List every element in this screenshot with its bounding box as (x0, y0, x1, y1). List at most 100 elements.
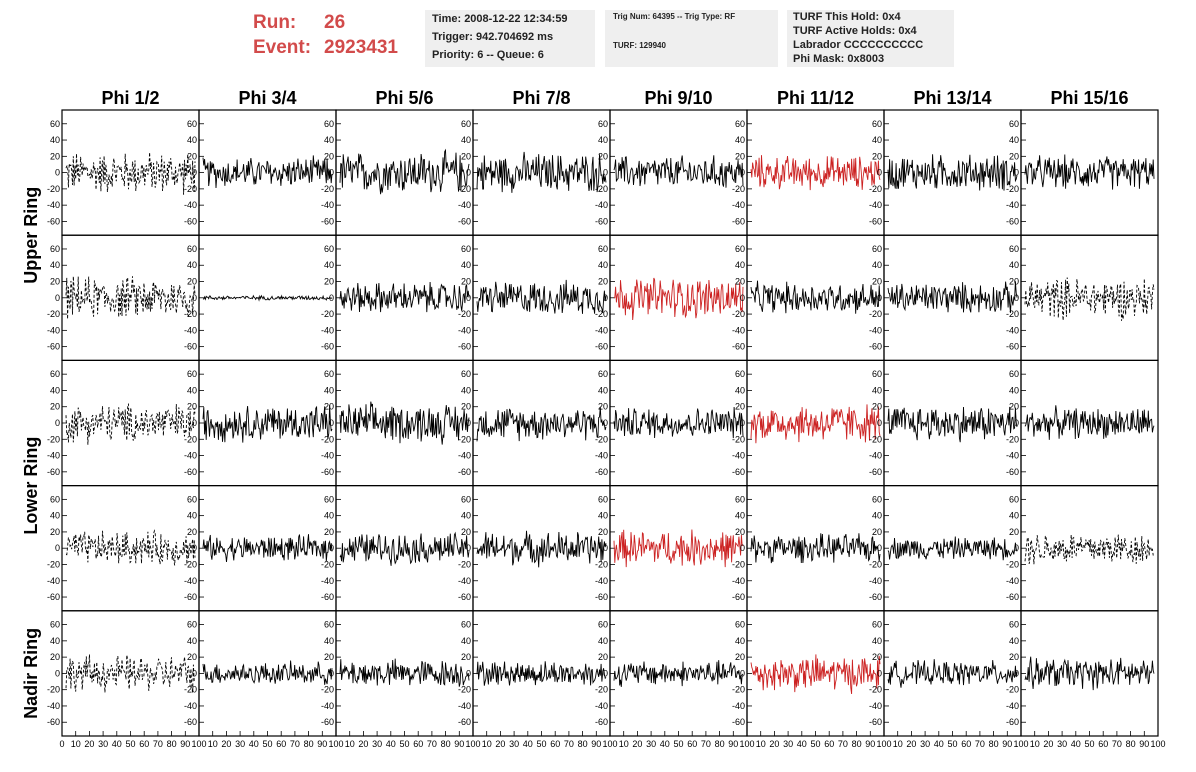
waveform-trace (887, 406, 1018, 443)
y-tick-label: 20 (872, 652, 882, 662)
labrador-text: Labrador CCCCCCCCCC (793, 39, 924, 51)
y-tick-label: 20 (461, 277, 471, 287)
trigger-text: Trigger: 942.704692 ms (432, 31, 554, 43)
y-tick-label: -60 (47, 216, 60, 226)
x-tick-label: 40 (660, 739, 670, 749)
x-tick-label: 10 (71, 739, 81, 749)
y-tick-label: -40 (732, 576, 745, 586)
column-title: Phi 9/10 (644, 88, 712, 108)
x-tick-label: 100 (191, 739, 206, 749)
time-trigger-box: Time: 2008-12-22 12:34:59 Trigger: 942.7… (425, 10, 595, 67)
turf-text: TURF: 129940 (613, 41, 666, 50)
y-tick-label: 20 (735, 402, 745, 412)
x-tick-label: 100 (1150, 739, 1165, 749)
y-tick-label: 0 (192, 418, 197, 428)
y-tick-label: 40 (324, 636, 334, 646)
y-tick-label: 0 (192, 168, 197, 178)
y-tick-label: 20 (187, 527, 197, 537)
y-tick-label: -40 (595, 701, 608, 711)
waveform-trace (65, 152, 196, 195)
y-tick-label: 40 (50, 636, 60, 646)
x-tick-label: 10 (482, 739, 492, 749)
waveform-trace (1024, 277, 1155, 321)
y-tick-label: 20 (598, 277, 608, 287)
y-tick-label: -40 (184, 451, 197, 461)
y-tick-label: -60 (47, 342, 60, 352)
y-tick-label: -40 (1006, 576, 1019, 586)
x-tick-label: 50 (947, 739, 957, 749)
y-tick-label: -60 (1006, 216, 1019, 226)
y-tick-label: -20 (184, 309, 197, 319)
y-tick-label: -20 (732, 184, 745, 194)
x-tick-label: 80 (1126, 739, 1136, 749)
y-tick-label: 40 (872, 260, 882, 270)
y-tick-label: -60 (869, 717, 882, 727)
y-tick-label: 0 (603, 293, 608, 303)
y-tick-label: 60 (872, 494, 882, 504)
y-tick-label: -40 (869, 576, 882, 586)
y-tick-label: -40 (1006, 451, 1019, 461)
x-tick-label: 0 (59, 739, 64, 749)
y-tick-label: 20 (1009, 402, 1019, 412)
x-tick-label: 80 (852, 739, 862, 749)
y-tick-label: -60 (595, 717, 608, 727)
y-tick-label: 40 (187, 636, 197, 646)
y-tick-label: -40 (869, 451, 882, 461)
x-tick-label: 70 (838, 739, 848, 749)
y-tick-label: -60 (47, 717, 60, 727)
y-tick-label: 40 (872, 511, 882, 521)
y-tick-label: 40 (50, 260, 60, 270)
y-tick-label: -40 (1006, 200, 1019, 210)
y-tick-label: 60 (461, 369, 471, 379)
y-tick-label: -60 (458, 216, 471, 226)
y-tick-label: -20 (184, 184, 197, 194)
waveform-trace (1024, 656, 1155, 691)
y-tick-label: 40 (461, 385, 471, 395)
y-tick-label: -20 (458, 309, 471, 319)
x-tick-label: 80 (578, 739, 588, 749)
y-tick-label: 40 (872, 636, 882, 646)
x-tick-label: 10 (208, 739, 218, 749)
x-tick-label: 40 (934, 739, 944, 749)
y-tick-label: 0 (466, 293, 471, 303)
y-tick-label: 40 (187, 135, 197, 145)
x-tick-label: 30 (98, 739, 108, 749)
y-tick-label: -60 (184, 592, 197, 602)
waveform-trace (887, 154, 1018, 191)
y-tick-label: 0 (1014, 543, 1019, 553)
column-title: Phi 3/4 (238, 88, 296, 108)
x-tick-label: 20 (632, 739, 642, 749)
y-tick-label: 20 (1009, 527, 1019, 537)
y-tick-label: 40 (1009, 135, 1019, 145)
waveform-trace (202, 660, 333, 685)
y-tick-label: 20 (187, 277, 197, 287)
waveform-trace (202, 155, 333, 189)
y-tick-label: 0 (740, 418, 745, 428)
y-tick-label: 0 (603, 168, 608, 178)
y-tick-label: 40 (461, 260, 471, 270)
y-tick-label: -60 (321, 467, 334, 477)
x-tick-label: 10 (345, 739, 355, 749)
row-group-label: Upper Ring (21, 187, 41, 284)
waveform-trace (887, 281, 1018, 313)
x-tick-label: 30 (235, 739, 245, 749)
x-tick-label: 80 (441, 739, 451, 749)
x-tick-label: 60 (550, 739, 560, 749)
x-tick-label: 100 (1013, 739, 1028, 749)
y-tick-label: 0 (329, 293, 334, 303)
y-tick-label: 60 (461, 620, 471, 630)
y-tick-label: -60 (732, 592, 745, 602)
y-tick-label: 40 (461, 135, 471, 145)
y-tick-label: -20 (458, 434, 471, 444)
y-tick-label: 20 (598, 402, 608, 412)
x-tick-label: 10 (1030, 739, 1040, 749)
waveform-trace (613, 660, 744, 687)
y-tick-label: 60 (598, 244, 608, 254)
y-tick-label: 20 (598, 527, 608, 537)
y-tick-label: 0 (603, 668, 608, 678)
waveform-trace (750, 654, 881, 695)
x-tick-label: 80 (715, 739, 725, 749)
y-tick-label: 60 (187, 494, 197, 504)
y-tick-label: -20 (595, 184, 608, 194)
x-tick-label: 40 (386, 739, 396, 749)
